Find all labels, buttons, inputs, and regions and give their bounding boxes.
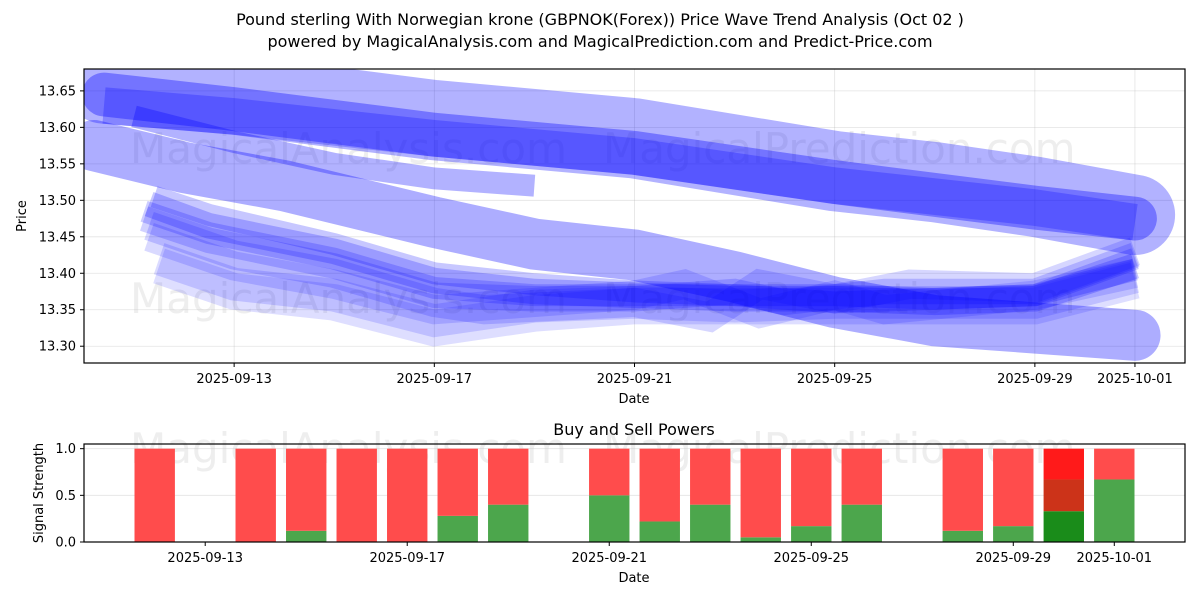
- x-tick-label: 2025-09-21: [597, 372, 673, 387]
- price-wave-chart: MagicalAnalysis.com MagicalPrediction.co…: [15, 68, 1186, 407]
- x-tick-label: 2025-09-17: [369, 551, 445, 566]
- y-tick-label: 1.0: [55, 442, 76, 457]
- bar-buy: [942, 530, 983, 542]
- bar-buy: [488, 504, 529, 542]
- y-tick-label: 13.30: [39, 340, 76, 355]
- buy-sell-title: Buy and Sell Powers: [553, 420, 715, 439]
- watermark-prediction: MagicalPrediction.com: [603, 124, 1076, 173]
- chart-title: Pound sterling With Norwegian krone (GBP…: [236, 10, 964, 29]
- signal-x-label: Date: [618, 571, 649, 586]
- wave-bands: [84, 69, 1176, 361]
- price-grid: [84, 69, 1185, 363]
- chart-subtitle: powered by MagicalAnalysis.com and Magic…: [267, 32, 932, 51]
- bar-sell: [942, 448, 983, 531]
- x-tick-label: 2025-10-01: [1077, 551, 1153, 566]
- bar-sell: [286, 448, 327, 531]
- wave-low-1: [150, 186, 1138, 310]
- bar-mixed: [1043, 479, 1084, 512]
- wave-upper-inner: [102, 87, 1138, 241]
- x-tick-label: 2025-09-25: [773, 551, 849, 566]
- signal-y-ticks: 0.0 0.5 1.0: [55, 442, 84, 551]
- y-tick-label: 0.5: [55, 489, 76, 504]
- bar-sell: [589, 448, 630, 496]
- x-tick-label: 2025-09-13: [167, 551, 243, 566]
- y-tick-label: 0.0: [55, 536, 76, 551]
- x-tick-label: 2025-09-29: [997, 372, 1073, 387]
- bar-buy: [690, 504, 731, 542]
- bar-buy: [791, 526, 832, 542]
- signal-bars: [134, 448, 1135, 542]
- price-y-ticks: 13.30 13.35 13.40 13.45 13.50 13.55 13.60 13.65: [39, 84, 84, 355]
- y-tick-label: 13.65: [39, 84, 76, 99]
- signal-x-ticks: 2025-09-13 2025-09-17 2025-09-21 2025-09-25…: [167, 542, 1152, 566]
- x-tick-label: 2025-09-13: [196, 372, 272, 387]
- bar-buy: [437, 515, 478, 542]
- x-tick-label: 2025-09-29: [976, 551, 1052, 566]
- signal-axes-frame: [83, 443, 1186, 543]
- x-tick-label: 2025-09-21: [571, 551, 647, 566]
- y-tick-label: 13.55: [39, 157, 76, 172]
- wave-low-6: [144, 222, 1139, 329]
- y-tick-label: 13.35: [39, 303, 76, 318]
- y-tick-label: 13.40: [39, 267, 76, 282]
- bar-buy: [286, 530, 327, 542]
- y-tick-label: 13.50: [39, 194, 76, 209]
- bar-sell: [1094, 448, 1135, 480]
- bar-buy: [841, 504, 882, 542]
- bar-sell: [791, 448, 832, 527]
- signal-y-label: Signal Strength: [32, 443, 47, 543]
- bar-buy: [1094, 479, 1135, 542]
- bar-sell: [993, 448, 1034, 527]
- bar-sell: [841, 448, 882, 505]
- bar-sell: [639, 448, 680, 522]
- bar-sell: [690, 448, 731, 505]
- y-tick-label: 13.60: [39, 121, 76, 136]
- price-x-label: Date: [618, 392, 649, 407]
- bar-buy: [740, 537, 781, 542]
- bar-buy: [639, 521, 680, 542]
- x-tick-label: 2025-09-25: [797, 372, 873, 387]
- wave-mid-descending: [84, 120, 1161, 361]
- bar-sell: [235, 448, 276, 542]
- bar-buy: [589, 495, 630, 542]
- watermark-prediction: MagicalPrediction.com: [603, 274, 1076, 323]
- wave-low-3: [140, 200, 1139, 314]
- watermark-analysis: MagicalAnalysis.com: [130, 124, 567, 173]
- watermarks-top: MagicalAnalysis.com MagicalPrediction.co…: [130, 124, 1076, 323]
- x-tick-label: 2025-10-01: [1097, 372, 1173, 387]
- y-tick-label: 13.45: [39, 230, 76, 245]
- price-x-ticks: 2025-09-13 2025-09-17 2025-09-21 2025-09-25…: [196, 363, 1173, 387]
- bar-sell: [488, 448, 529, 505]
- wave-upper-core: [84, 72, 1157, 241]
- wave-low-8: [153, 248, 1140, 347]
- bar-sell: [336, 448, 377, 542]
- wave-low-5: [144, 211, 1141, 333]
- bar-sell: [134, 448, 175, 542]
- buy-sell-chart: Buy and Sell Powers MagicalAnalysis.com …: [32, 420, 1186, 586]
- wave-low-7: [153, 243, 1140, 338]
- watermark-analysis: MagicalAnalysis.com: [130, 274, 567, 323]
- bar-sell-strong: [1043, 448, 1084, 480]
- bar-sell: [437, 448, 478, 516]
- wave-mid-thin: [131, 105, 536, 197]
- price-y-label: Price: [15, 200, 30, 232]
- wave-upper-outer: [84, 69, 1176, 255]
- wave-low-2: [144, 192, 1139, 316]
- bar-buy: [993, 526, 1034, 542]
- bar-sell: [387, 448, 428, 542]
- x-tick-label: 2025-09-17: [397, 372, 473, 387]
- wave-low-4: [140, 206, 1140, 316]
- bar-sell: [740, 448, 781, 538]
- bar-buy-strong: [1043, 511, 1084, 542]
